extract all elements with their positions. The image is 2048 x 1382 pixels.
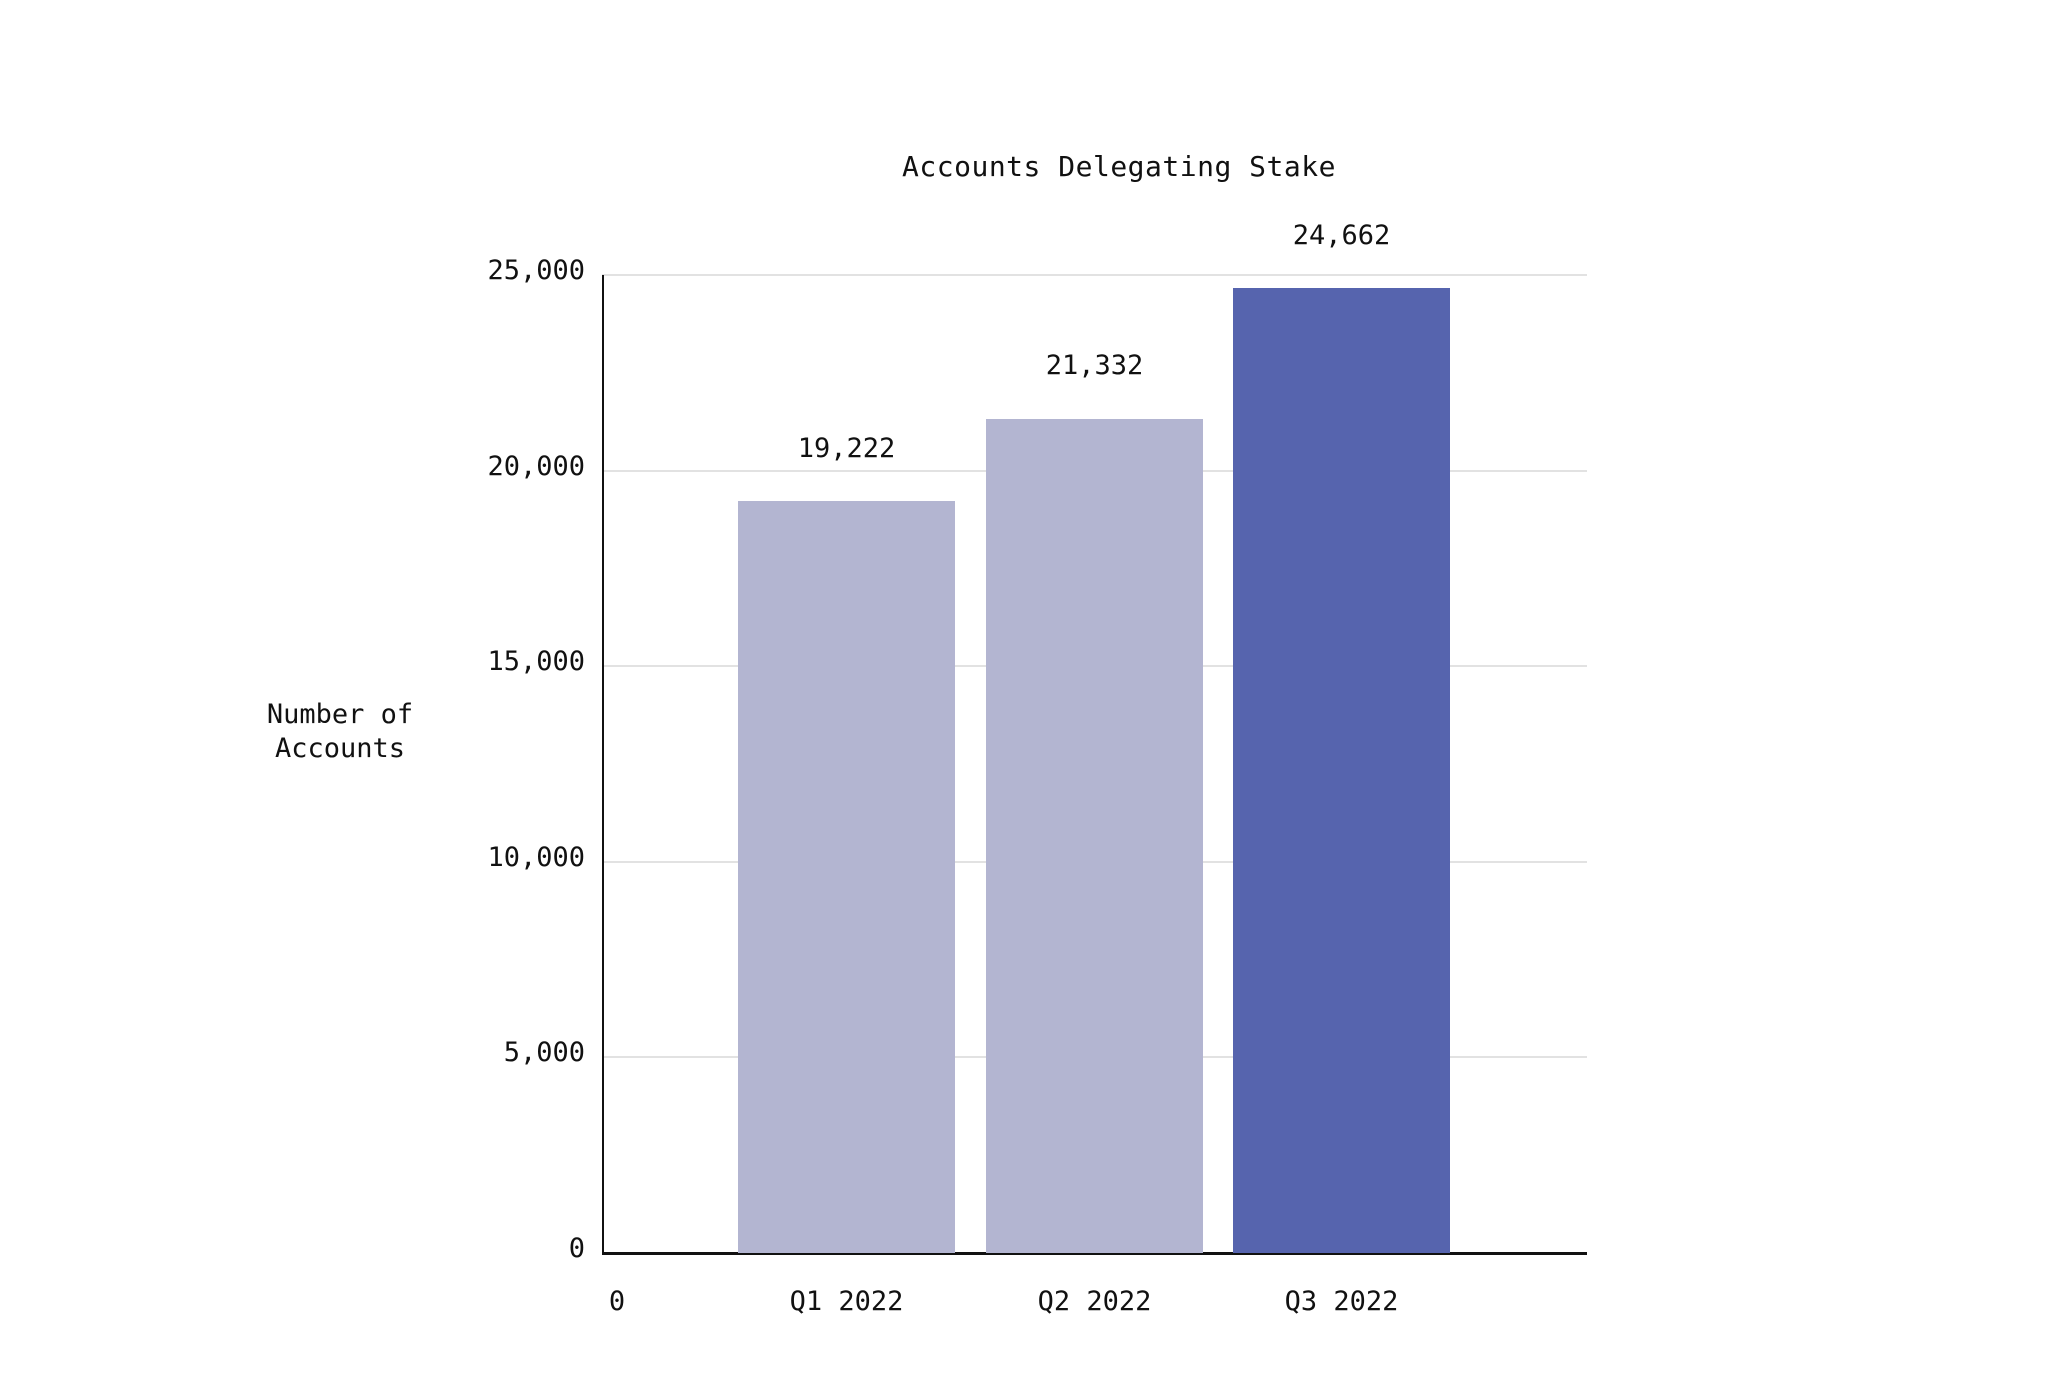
- y-tick-label: 25,000: [487, 255, 585, 286]
- bar-value-label: 24,662: [1292, 220, 1391, 252]
- y-tick-label: 10,000: [487, 841, 585, 873]
- y-axis-label-line-2: Accounts: [274, 733, 406, 764]
- gridline: [602, 274, 1587, 276]
- y-tick-label: 0: [568, 1233, 585, 1264]
- bar-q1-2022: [738, 501, 955, 1253]
- y-axis-label-line-1: Number of: [266, 699, 414, 730]
- y-tick-label: 20,000: [487, 450, 585, 482]
- x-tick-label: Q1 2022: [789, 1286, 904, 1317]
- y-axis-label: Number of Accounts: [240, 698, 440, 766]
- bar-q2-2022: [986, 418, 1203, 1253]
- y-tick-label: 15,000: [487, 646, 585, 678]
- bar-value-label: 19,222: [797, 433, 896, 465]
- bar-value-label: 21,332: [1045, 350, 1144, 382]
- plot-area: [602, 274, 1587, 1255]
- x-tick-label: Q3 2022: [1284, 1286, 1399, 1317]
- chart-title: Accounts Delegating Stake: [902, 150, 1336, 183]
- bar-q3-2022: [1233, 288, 1450, 1253]
- y-tick-label: 5,000: [503, 1037, 585, 1069]
- x-origin-label: 0: [608, 1286, 626, 1317]
- x-tick-label: Q2 2022: [1037, 1286, 1152, 1317]
- y-axis-line: [602, 275, 604, 1253]
- x-axis-line: [602, 1252, 1587, 1255]
